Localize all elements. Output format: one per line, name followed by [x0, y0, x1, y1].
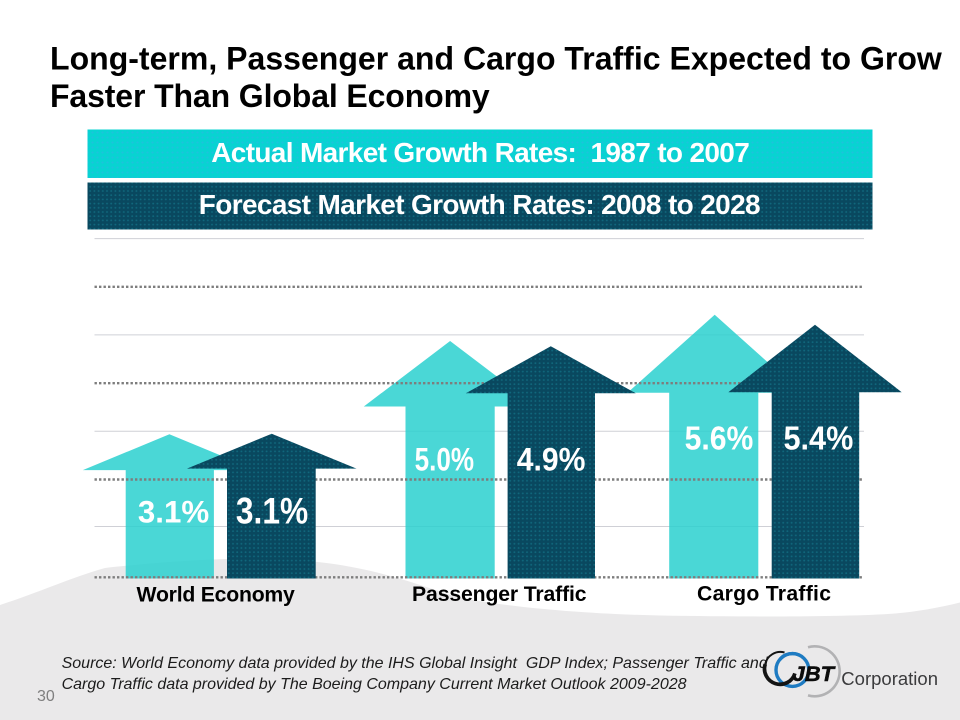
- svg-text:30: 30: [37, 688, 55, 705]
- svg-text:World Economy: World Economy: [137, 584, 296, 607]
- svg-text:Actual Market Growth Rates: 1: Actual Market Growth Rates: 1987 to 2007: [211, 137, 750, 168]
- svg-text:Cargo Traffic: Cargo Traffic: [697, 583, 831, 606]
- svg-text:JBT: JBT: [793, 662, 836, 686]
- svg-text:3.1%: 3.1%: [138, 495, 209, 530]
- svg-text:Forecast Market Growth Rates:: Forecast Market Growth Rates: 2008 to 20…: [199, 189, 761, 220]
- svg-text:Cargo Traffic data provided by: Cargo Traffic data provided by The Boein…: [62, 676, 687, 693]
- svg-text:Source: World Economy data pro: Source: World Economy data provided by t…: [62, 655, 769, 672]
- svg-text:Long-term, Passenger and Cargo: Long-term, Passenger and Cargo Traffic E…: [50, 40, 942, 76]
- svg-text:5.6%: 5.6%: [685, 419, 754, 456]
- svg-text:5.0%: 5.0%: [415, 441, 474, 477]
- svg-text:Corporation: Corporation: [841, 668, 938, 689]
- svg-text:Passenger Traffic: Passenger Traffic: [412, 583, 587, 606]
- svg-text:5.4%: 5.4%: [784, 419, 854, 456]
- svg-text:4.9%: 4.9%: [517, 441, 586, 477]
- svg-text:Faster Than Global Economy: Faster Than Global Economy: [50, 78, 490, 114]
- svg-text:3.1%: 3.1%: [236, 489, 308, 531]
